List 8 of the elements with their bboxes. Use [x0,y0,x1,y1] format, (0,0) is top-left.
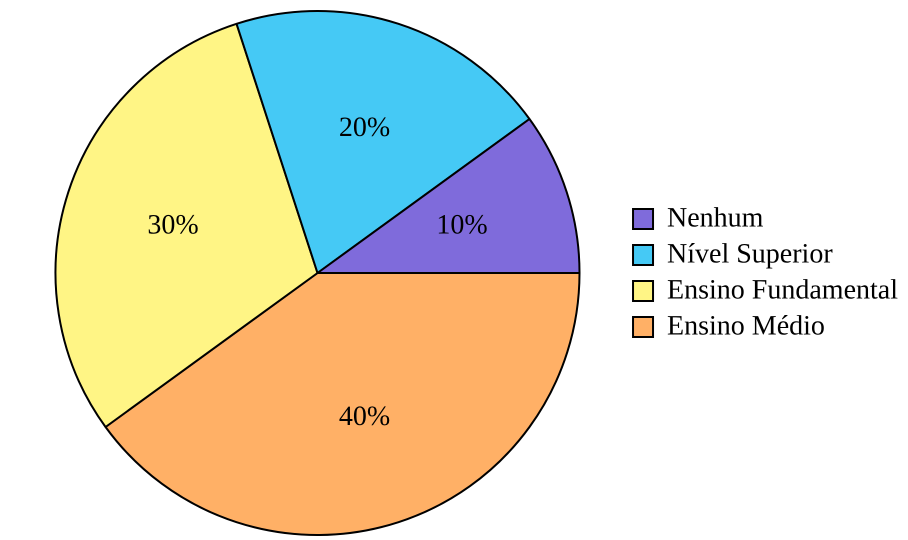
data-label: 20% [338,112,390,143]
legend-label: Nenhum [667,202,764,234]
data-label: 30% [147,209,199,240]
legend-label: Ensino Médio [667,310,825,342]
legend-label: Ensino Fundamental [667,274,898,306]
legend-label: Nível Superior [667,238,834,270]
data-label: 10% [436,209,488,240]
data-label: 40% [338,400,390,432]
